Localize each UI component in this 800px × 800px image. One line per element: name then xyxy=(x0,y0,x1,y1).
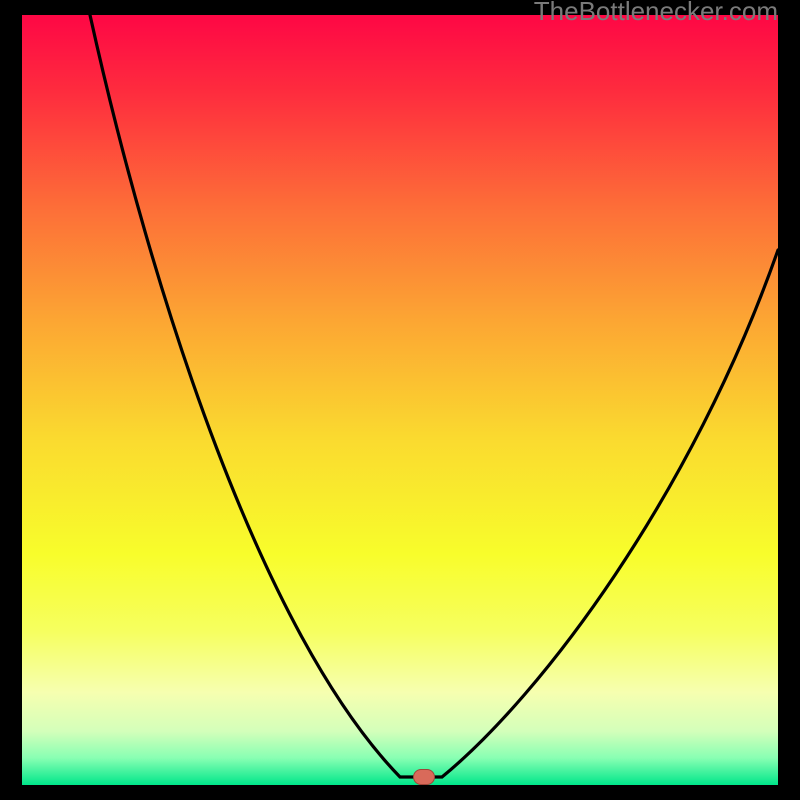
optimal-point-marker xyxy=(413,769,435,785)
watermark-text: TheBottlenecker.com xyxy=(534,0,778,27)
plot-area xyxy=(22,15,778,785)
gradient-background xyxy=(22,15,778,785)
chart-frame: TheBottlenecker.com xyxy=(0,0,800,800)
